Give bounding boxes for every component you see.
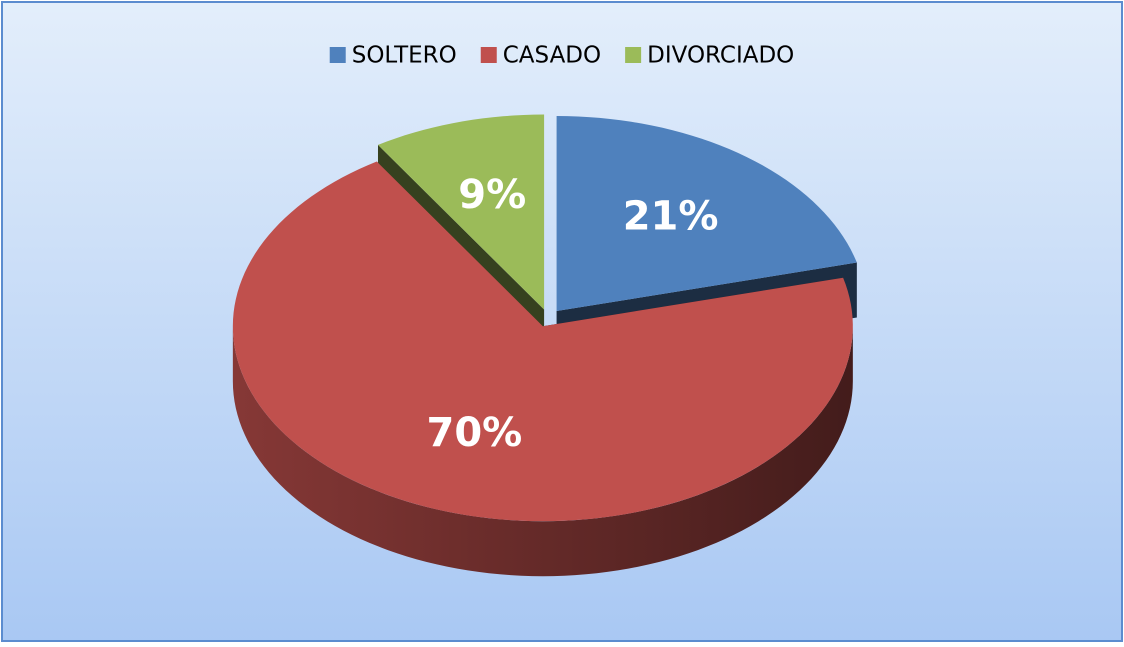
slice-label: 21% — [623, 194, 719, 240]
slice-side — [232, 326, 853, 577]
legend-label: DIVORCIADO — [647, 43, 794, 69]
slice — [556, 116, 857, 312]
slice-label: 70% — [427, 410, 523, 456]
legend-swatch — [625, 47, 642, 63]
legend-swatch — [480, 47, 497, 63]
pie-tops — [232, 114, 857, 522]
legend: SOLTERO CASADO DIVORCIADO — [329, 43, 794, 69]
slice-label: 9% — [458, 172, 526, 218]
legend-label: CASADO — [503, 43, 601, 69]
legend-label: SOLTERO — [352, 43, 457, 69]
pie-labels: 21% 70% 9% — [427, 172, 719, 456]
slice — [377, 114, 545, 310]
slice — [232, 161, 853, 522]
legend-swatch — [329, 47, 346, 63]
